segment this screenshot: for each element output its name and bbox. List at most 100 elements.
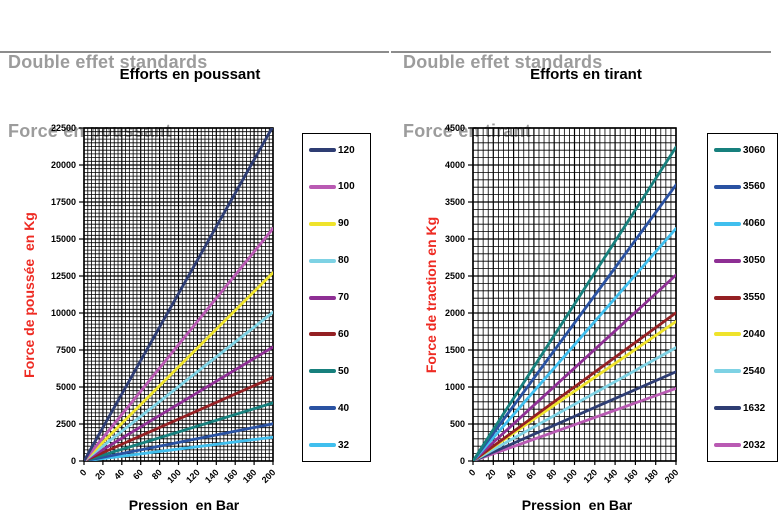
x-tick-label: 140 [602, 467, 620, 485]
y-tick-label: 4500 [445, 123, 465, 133]
x-tick-label: 200 [260, 467, 278, 485]
y-tick-label: 22500 [51, 123, 76, 133]
y-tick-label: 15000 [51, 234, 76, 244]
legend-item: 3060 [714, 144, 777, 156]
x-tick-label: 80 [150, 467, 164, 481]
series-line-4060 [473, 227, 676, 461]
legend-swatch [714, 369, 741, 374]
x-axis-ticks: 0 20 40 60 80 100 120 140 160 180 200 [467, 461, 680, 485]
y-tick-label: 500 [450, 419, 465, 429]
y-tick-label: 20000 [51, 160, 76, 170]
legend-swatch [309, 184, 336, 189]
legend-item: 4060 [714, 218, 777, 230]
legend-item: 70 [309, 292, 370, 304]
legend-swatch [714, 258, 741, 263]
legend-tirant: 3060 3560 4060 3050 3550 2040 2540 1632 2032 [707, 133, 778, 462]
y-tick-label: 17500 [51, 197, 76, 207]
series-line-80 [84, 310, 273, 461]
legend-item: 80 [309, 255, 370, 267]
series-line-3560 [473, 183, 676, 461]
legend-item: 1632 [714, 402, 777, 414]
series-line-2032 [473, 387, 676, 461]
legend-label: 2540 [743, 365, 766, 377]
series-lines [473, 145, 676, 461]
y-tick-label: 0 [460, 456, 465, 466]
series-line-32 [84, 435, 273, 461]
y-tick-label: 1000 [445, 382, 465, 392]
legend-label: 3060 [743, 144, 766, 156]
y-tick-label: 2500 [56, 419, 76, 429]
legend-item: 50 [309, 365, 370, 377]
legend-swatch [309, 258, 336, 263]
x-tick-label: 0 [78, 467, 89, 478]
plot-area-tirant: 0 20 40 60 80 100 120 140 160 180 2000500100015002… [445, 123, 680, 485]
legend-swatch [714, 295, 741, 300]
y-tick-label: 3000 [445, 234, 465, 244]
header-line-1: Double effet standards [403, 52, 603, 72]
y-tick-label: 5000 [56, 382, 76, 392]
series-line-60 [84, 375, 273, 461]
x-tick-label: 140 [203, 467, 221, 485]
y-tick-label: 7500 [56, 345, 76, 355]
y-axis-title-tirant: Force de traction en Kg [423, 216, 439, 374]
legend-swatch [714, 184, 741, 189]
x-tick-label: 40 [504, 467, 518, 481]
y-axis-title-poussant: Force de poussée en Kg [21, 212, 37, 378]
x-tick-label: 20 [484, 467, 498, 481]
x-tick-label: 0 [467, 467, 478, 478]
series-line-3060 [473, 145, 676, 461]
y-axis-ticks: 0 2500 5000 7500 10000 12500 15000 17500 20000 22… [51, 123, 84, 466]
legend-item: 32 [309, 439, 370, 451]
legend-swatch [714, 406, 741, 411]
legend-swatch [309, 221, 336, 226]
x-tick-label: 180 [241, 467, 259, 485]
x-tick-label: 40 [112, 467, 126, 481]
legend-label: 70 [338, 292, 350, 303]
grid [472, 127, 677, 462]
legend-item: 2032 [714, 439, 777, 451]
series-line-3050 [473, 273, 676, 461]
legend-poussant: 120 100 90 80 70 60 50 40 32 [302, 133, 371, 462]
x-tick-label: 100 [165, 467, 183, 485]
series-line-90 [84, 271, 273, 461]
legend-label: 80 [338, 255, 350, 267]
legend-label: 2032 [743, 439, 766, 451]
series-line-50 [84, 401, 273, 461]
section-header-tirant: Double effet standards Force en tirant [403, 5, 602, 189]
header-line-2: Force en tirant [403, 121, 532, 141]
x-axis-ticks: 0 20 40 60 80 100 120 140 160 180 200 [78, 461, 278, 485]
x-tick-label: 160 [222, 467, 240, 485]
legend-item: 60 [309, 328, 370, 340]
legend-label: 100 [338, 181, 355, 193]
legend-label: 40 [338, 402, 350, 414]
y-tick-label: 12500 [51, 271, 76, 281]
legend-item: 2040 [714, 328, 777, 340]
legend-swatch [714, 332, 741, 337]
legend-label: 4060 [743, 218, 766, 230]
legend-label: 60 [338, 328, 350, 340]
legend-swatch [309, 406, 336, 411]
x-tick-label: 60 [524, 467, 538, 481]
legend-label: 120 [338, 144, 355, 156]
x-tick-label: 180 [642, 467, 660, 485]
legend-swatch [309, 148, 336, 152]
y-tick-label: 4000 [445, 160, 465, 170]
chart-title-poussant: Efforts en poussant [119, 66, 261, 83]
legend-swatch [309, 332, 336, 337]
legend-label: 50 [338, 365, 350, 377]
legend-label: 32 [338, 439, 350, 451]
legend-label: 90 [338, 218, 350, 230]
series-line-100 [84, 227, 273, 461]
y-axis-ticks: 0 500 1000 1500 2000 2500 3000 3500 4000 4500 [445, 123, 473, 466]
legend-swatch [714, 221, 741, 226]
y-tick-label: 10000 [51, 308, 76, 318]
x-axis-title-poussant: Pression en Bar [128, 497, 240, 513]
x-axis-title-tirant: Pression en Bar [521, 497, 633, 513]
legend-swatch [309, 369, 336, 374]
x-tick-label: 120 [184, 467, 202, 485]
x-tick-label: 20 [93, 467, 107, 481]
series-lines [84, 128, 273, 461]
legend-swatch [309, 443, 336, 447]
chart-title-tirant: Efforts en tirant [530, 66, 642, 83]
plot-area-poussant: 0 20 40 60 80 100 120 140 160 180 200 0 2500 5000 7500… [51, 123, 277, 485]
